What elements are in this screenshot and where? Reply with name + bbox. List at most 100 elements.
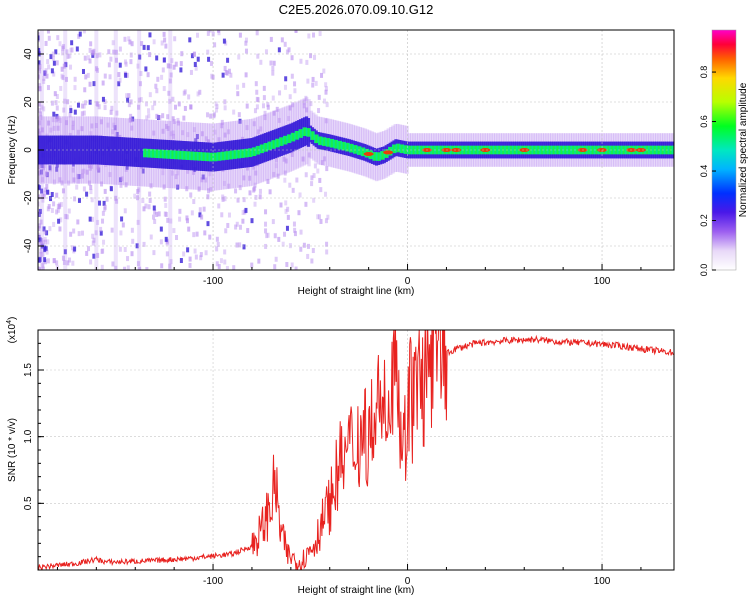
noise-speckle: [41, 251, 45, 257]
noise-speckle: [222, 38, 226, 44]
noise-speckle: [244, 37, 248, 43]
noise-speckle: [252, 164, 256, 170]
noise-speckle: [109, 186, 113, 192]
noise-speckle: [215, 107, 219, 113]
ridge-hotspot: [383, 150, 394, 155]
ridge-hotspot: [635, 148, 646, 152]
noise-speckle: [85, 191, 89, 197]
noise-speckle: [96, 101, 100, 107]
noise-speckle: [56, 115, 60, 121]
noise-speckle: [68, 257, 72, 263]
noise-speckle: [41, 197, 45, 203]
noise-speckle: [96, 252, 100, 258]
noise-speckle: [60, 180, 64, 186]
noise-speckle: [164, 202, 168, 208]
noise-speckle: [319, 187, 323, 193]
noise-speckle: [154, 83, 158, 89]
noise-speckle: [38, 164, 41, 170]
noise-speckle: [38, 232, 41, 238]
ridge-core: [162, 149, 167, 159]
noise-speckle: [91, 233, 95, 239]
spectrogram-y-tick-label: -20: [23, 190, 34, 205]
noise-speckle: [94, 66, 98, 72]
ridge-core: [586, 145, 591, 155]
noise-speckle: [196, 32, 200, 38]
noise-speckle: [110, 105, 114, 111]
noise-speckle: [111, 129, 115, 135]
noise-speckle: [169, 131, 173, 137]
noise-speckle: [152, 205, 156, 211]
noise-speckle: [252, 121, 256, 127]
ridge-core: [290, 132, 296, 142]
noise-speckle: [137, 104, 141, 110]
noise-speckle: [142, 241, 146, 247]
noise-speckle: [174, 61, 178, 67]
noise-speckle: [186, 247, 190, 253]
noise-speckle: [177, 101, 181, 107]
noise-speckle: [204, 177, 208, 183]
ridge-core: [590, 145, 595, 155]
colorbar-tick-label: 0.8: [699, 66, 709, 79]
noise-speckle: [64, 62, 68, 68]
noise-speckle: [58, 177, 62, 183]
noise-speckle: [45, 183, 49, 189]
noise-speckle: [255, 89, 259, 95]
noise-speckle: [76, 219, 80, 225]
noise-speckle: [291, 187, 295, 193]
noise-speckle: [46, 258, 50, 264]
noise-speckle: [118, 62, 122, 68]
noise-speckle: [69, 231, 73, 237]
spectrogram-x-tick-label: -100: [203, 276, 223, 287]
ridge-core: [286, 134, 292, 144]
ridge-core: [609, 145, 615, 155]
noise-speckle: [101, 96, 105, 102]
spectrogram-grid: [38, 30, 674, 270]
noise-speckle: [176, 184, 180, 190]
noise-speckle: [190, 53, 194, 59]
ridge-core: [146, 148, 152, 158]
noise-speckle: [285, 262, 289, 268]
noise-speckle: [210, 73, 214, 79]
noise-speckle: [103, 105, 107, 111]
noise-speckle: [153, 209, 157, 215]
noise-speckle: [43, 229, 47, 235]
noise-speckle: [52, 60, 56, 66]
noise-speckle: [324, 89, 328, 95]
spectrogram-x-tick-label: 100: [594, 276, 611, 287]
noise-speckle: [155, 113, 159, 119]
noise-speckle: [185, 186, 189, 192]
noise-speckle: [302, 99, 306, 105]
noise-speckle: [124, 182, 128, 188]
noise-speckle: [200, 214, 204, 220]
noise-speckle: [56, 203, 60, 209]
ridge-core: [543, 145, 549, 155]
noise-speckle: [43, 190, 47, 196]
noise-speckle: [168, 78, 172, 84]
snr-y-scale: (x104): [6, 317, 18, 344]
noise-speckle: [309, 53, 313, 59]
ridge-core: [248, 148, 253, 157]
noise-speckle: [208, 234, 212, 240]
noise-speckle: [263, 115, 267, 121]
noise-speckle: [302, 242, 306, 248]
noise-speckle: [73, 196, 77, 202]
ridge-core: [158, 149, 164, 159]
spectrogram-axes: -100 0 100 -40 -20 0 20 40: [23, 48, 642, 287]
noise-speckle: [100, 181, 104, 187]
noise-speckle: [223, 259, 227, 265]
noise-speckle: [158, 115, 162, 121]
noise-speckle: [114, 49, 118, 55]
noise-speckle: [61, 75, 65, 81]
noise-speckle: [123, 36, 127, 42]
noise-speckle: [307, 152, 311, 158]
noise-speckle: [311, 76, 315, 82]
noise-speckle: [69, 64, 73, 70]
noise-speckle: [45, 73, 49, 79]
noise-speckle: [200, 131, 204, 137]
noise-speckle: [146, 72, 150, 78]
noise-speckle: [258, 188, 262, 194]
noise-speckle: [229, 72, 233, 78]
noise-speckle: [216, 241, 220, 247]
noise-speckle: [94, 230, 98, 236]
ridge-core: [551, 145, 556, 155]
